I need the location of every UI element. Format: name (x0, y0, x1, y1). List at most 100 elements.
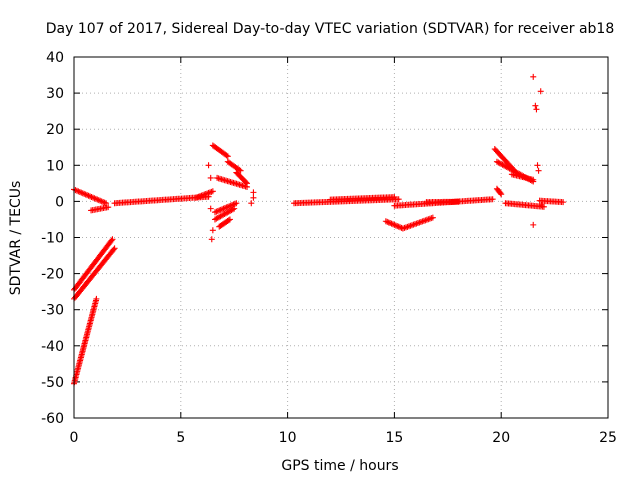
series-cluster-6h (192, 188, 216, 201)
data-point (208, 236, 215, 243)
data-point (230, 201, 237, 208)
data-point (388, 220, 395, 227)
x-tick-label: 10 (279, 430, 297, 446)
data-point (530, 73, 537, 80)
data-point (229, 206, 236, 213)
y-tick-label: 10 (46, 158, 64, 174)
data-point (538, 202, 545, 209)
series-arc-20h-lower (493, 158, 537, 185)
data-point (537, 88, 544, 95)
data-point (217, 206, 224, 213)
y-tick-label: -20 (41, 267, 64, 283)
series-arc-falling-start (71, 186, 110, 207)
data-point (209, 188, 216, 195)
series-arc-7h-high (209, 142, 244, 174)
series-arc-22h-tail (536, 197, 567, 206)
data-point (395, 196, 402, 203)
data-point (229, 202, 236, 209)
data-point (391, 221, 398, 228)
series-arc-7h-mid (214, 174, 251, 190)
y-axis-label: SDTVAR / TECUs (8, 181, 24, 296)
series-arc-15h-dip (382, 214, 436, 232)
x-tick-label: 20 (492, 430, 510, 446)
data-point (108, 237, 115, 244)
series-arc-7h-dip (216, 216, 233, 230)
series-arc-midday (291, 194, 402, 207)
data-point (385, 219, 392, 226)
data-point (389, 221, 396, 228)
data-point (248, 200, 255, 207)
data-point (237, 167, 244, 174)
data-point (236, 166, 243, 173)
series-arc-rise-to-minus10 (71, 236, 116, 293)
x-tick-label: 0 (70, 430, 79, 446)
y-tick-label: -50 (41, 375, 64, 391)
data-point (220, 205, 227, 212)
data-point (224, 203, 231, 210)
y-tick-label: 20 (46, 122, 64, 138)
data-point (231, 205, 238, 212)
plot-frame (73, 56, 609, 419)
data-point (395, 223, 402, 230)
data-point (455, 198, 462, 205)
y-tick-label: 30 (46, 86, 64, 102)
data-point (209, 227, 216, 234)
data-point (111, 245, 118, 252)
data-point (231, 200, 238, 207)
x-axis-label: GPS time / hours (281, 458, 398, 474)
data-point (394, 223, 401, 230)
data-point (530, 221, 537, 228)
data-point (429, 214, 436, 221)
series-arc-8h-rise (233, 169, 251, 187)
data-point (250, 189, 257, 196)
data-point (242, 179, 249, 186)
data-point (225, 217, 232, 224)
y-tick-label: -30 (41, 303, 64, 319)
data-point (392, 222, 399, 229)
data-point (93, 295, 100, 302)
x-tick-label: 15 (385, 430, 403, 446)
y-tick-label: -40 (41, 339, 64, 355)
data-point (387, 220, 394, 227)
data-point (498, 191, 505, 198)
data-point (213, 208, 220, 215)
data-point (397, 224, 404, 231)
data-point (233, 200, 240, 207)
chart-title: Day 107 of 2017, Sidereal Day-to-day VTE… (46, 21, 615, 37)
x-tick-label: 25 (599, 430, 617, 446)
data-point (250, 194, 257, 201)
data-point (391, 194, 398, 201)
data-point (533, 106, 540, 113)
data-point (227, 202, 234, 209)
series-isolated-points (205, 73, 545, 243)
data-point (489, 196, 496, 203)
data-point (530, 176, 537, 183)
data-point (205, 162, 212, 169)
data-point (497, 190, 504, 197)
series-arc-rise-to-minus13 (71, 245, 118, 302)
data-point (226, 216, 233, 223)
data-point (534, 162, 541, 169)
data-point (223, 152, 230, 159)
data-point (103, 200, 110, 207)
series-arc-20h-flat (493, 185, 547, 210)
series-arc-steep-rise (71, 295, 100, 387)
data-point (110, 246, 117, 253)
data-point (226, 203, 233, 210)
data-point (532, 102, 539, 109)
series-arc-afternoon (391, 196, 496, 209)
data-point (223, 204, 230, 211)
data-marks (71, 73, 567, 387)
data-point (109, 236, 116, 243)
series-arc-7h-low (211, 200, 240, 223)
data-point (219, 206, 226, 213)
data-point (216, 207, 223, 214)
data-point (221, 205, 228, 212)
tick-labels: 0 5 10 15 20 25 -60 -50 -40 -30 -20 -10 0 10 20 30 40 (41, 50, 617, 446)
data-point (384, 218, 391, 225)
series-arc-small-near-1h (88, 204, 112, 214)
data-point (207, 205, 214, 212)
series-arc-flat-morning (111, 193, 212, 207)
data-point (535, 167, 542, 174)
